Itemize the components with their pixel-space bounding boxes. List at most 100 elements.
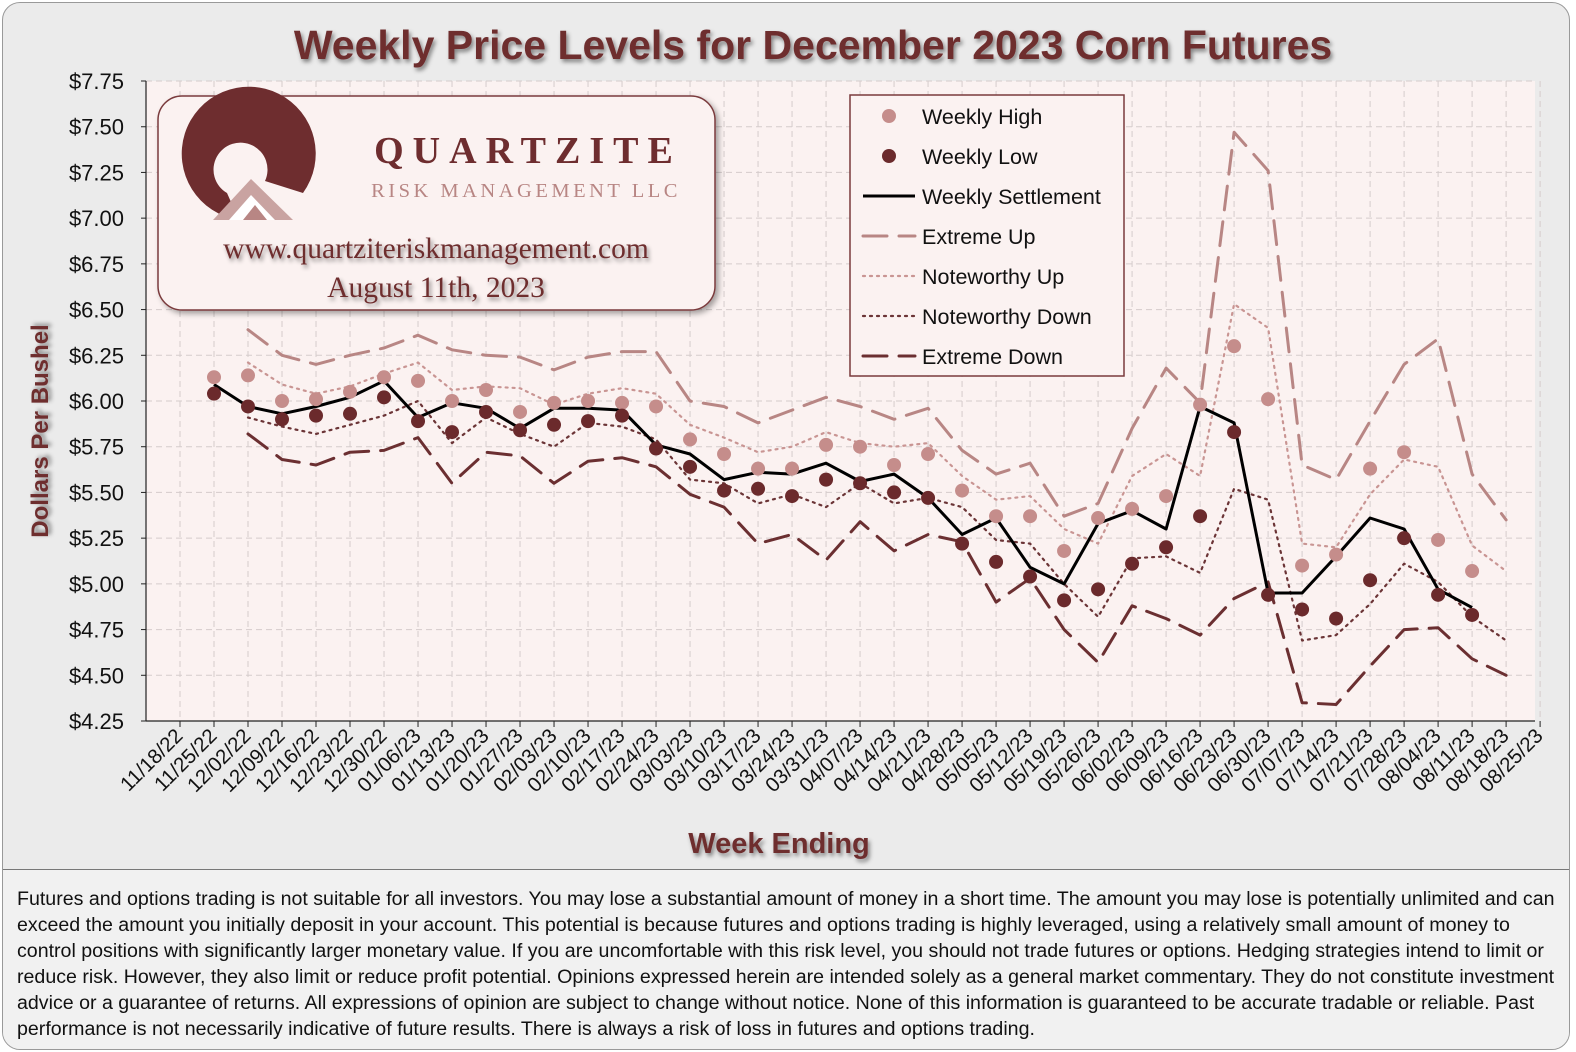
- weekly-high-point: [717, 447, 732, 462]
- weekly-high-point: [1125, 501, 1140, 516]
- weekly-high-point: [1159, 489, 1174, 504]
- weekly-low-point: [1431, 587, 1446, 602]
- weekly-low-point: [1023, 569, 1038, 584]
- weekly-low-point: [547, 417, 562, 432]
- weekly-low-point: [615, 408, 630, 423]
- weekly-low-point: [955, 536, 970, 551]
- weekly-high-point: [309, 392, 324, 407]
- series-layer: [207, 130, 1508, 706]
- weekly-low-point: [513, 423, 528, 438]
- weekly-high-point: [1193, 397, 1208, 412]
- chart-canvas: $4.25 $4.50 $4.75 $5.00 $5.25 $5.50 $5.75 $6.00…: [27, 22, 1548, 860]
- weekly-low-point: [581, 414, 596, 429]
- weekly-low-point: [1363, 573, 1378, 588]
- weekly-high-point: [1465, 564, 1480, 579]
- weekly-low-point: [921, 490, 936, 505]
- weekly-low-point: [683, 459, 698, 474]
- weekly-high-point: [1363, 461, 1378, 476]
- y-tick-label: $7.25: [69, 160, 124, 185]
- logo-subtitle: RISK MANAGEMENT LLC: [371, 180, 681, 202]
- weekly-high-point: [241, 368, 256, 383]
- noteworthy-down-line: [246, 399, 1508, 642]
- weekly-low-point: [377, 390, 392, 405]
- weekly-high-point: [819, 437, 834, 452]
- weekly-high-point: [751, 461, 766, 476]
- legend: Weekly High Weekly Low Weekly Settlement Ex…: [849, 94, 1125, 377]
- legend-label-noteworthy-up: Noteworthy Up: [922, 265, 1064, 289]
- weekly-high-point: [581, 394, 596, 408]
- legend-label-noteworthy-down: Noteworthy Down: [922, 305, 1092, 329]
- weekly-low-point: [717, 483, 732, 498]
- legend-label-weekly-low: Weekly Low: [922, 145, 1038, 169]
- y-tick-label: $6.50: [69, 298, 124, 323]
- weekly-low-point: [785, 489, 800, 504]
- weekly-low-point: [445, 425, 460, 440]
- logo-date: August 11th, 2023: [327, 272, 545, 304]
- y-tick-label: $4.50: [69, 663, 124, 688]
- weekly-low-point: [1261, 587, 1276, 602]
- y-axis-label: Dollars Per Bushel: [27, 324, 54, 537]
- disclaimer-panel: Futures and options trading is not suita…: [3, 869, 1569, 1049]
- chart-title: Weekly Price Levels for December 2023 Co…: [294, 22, 1332, 68]
- weekly-low-point: [1465, 607, 1480, 622]
- weekly-low-point: [1193, 509, 1208, 524]
- logo-box: QUARTZITE RISK MANAGEMENT LLC www.quartz…: [157, 86, 716, 311]
- legend-label-weekly-high: Weekly High: [922, 105, 1042, 129]
- noteworthy-up-line: [246, 303, 1508, 573]
- weekly-low-point: [309, 408, 324, 423]
- weekly-low-point: [411, 414, 426, 429]
- weekly-low-point: [989, 554, 1004, 569]
- weekly-high-point: [1261, 392, 1276, 407]
- y-tick-label: $6.75: [69, 252, 124, 277]
- weekly-high-point: [955, 483, 970, 498]
- weekly-low-point: [887, 485, 902, 500]
- y-tick-label: $6.00: [69, 389, 124, 414]
- weekly-high-point: [275, 394, 290, 408]
- weekly-high-point: [479, 383, 494, 398]
- weekly-low-point: [275, 412, 290, 427]
- weekly-low-point: [1295, 602, 1310, 617]
- legend-label-extreme-up: Extreme Up: [922, 225, 1036, 249]
- weekly-high-point: [513, 404, 528, 419]
- quartzite-logo-icon: [181, 86, 316, 220]
- weekly-low-point: [819, 472, 834, 487]
- legend-label-weekly-settlement: Weekly Settlement: [922, 185, 1101, 209]
- weekly-low-point: [207, 386, 222, 401]
- weekly-high-point: [343, 384, 358, 399]
- weekly-low-point: [1397, 531, 1412, 546]
- y-tick-label: $5.00: [69, 572, 124, 597]
- weekly-high-point: [547, 395, 562, 410]
- y-tick-label: $6.25: [69, 343, 124, 368]
- logo-url: www.quartziteriskmanagement.com: [223, 233, 649, 265]
- weekly-high-point: [785, 461, 800, 476]
- weekly-high-point: [1397, 445, 1412, 460]
- weekly-high-point: [1295, 558, 1310, 573]
- y-tick-label: $5.50: [69, 480, 124, 505]
- weekly-high-point: [377, 370, 392, 385]
- weekly-low-point: [241, 399, 256, 414]
- legend-marker-weekly-low: [882, 149, 896, 163]
- extreme-up-line: [246, 130, 1508, 522]
- weekly-high-point: [1057, 543, 1072, 558]
- weekly-high-point: [1091, 511, 1106, 526]
- weekly-high-point: [887, 458, 902, 472]
- y-tick-label: $7.75: [69, 69, 124, 94]
- weekly-low-point: [649, 441, 664, 456]
- weekly-low-point: [1057, 593, 1072, 608]
- weekly-high-point: [921, 447, 936, 462]
- weekly-low-point: [1125, 556, 1140, 571]
- disclaimer-text: Futures and options trading is not suita…: [17, 888, 1555, 1040]
- logo-name: QUARTZITE: [374, 130, 682, 172]
- weekly-low-point: [1329, 611, 1344, 626]
- weekly-high-point: [1227, 339, 1242, 354]
- weekly-high-point: [445, 394, 460, 408]
- weekly-high-point: [853, 439, 868, 454]
- weekly-settlement-line: [213, 379, 1473, 609]
- y-tick-label: $7.50: [69, 115, 124, 140]
- weekly-high-point: [1023, 509, 1038, 524]
- weekly-high-point: [989, 509, 1004, 524]
- x-axis-ticks: 11/18/2211/25/2212/02/2212/09/2212/16/22…: [116, 721, 1548, 797]
- weekly-high-point: [683, 432, 698, 447]
- weekly-high-point: [615, 395, 630, 410]
